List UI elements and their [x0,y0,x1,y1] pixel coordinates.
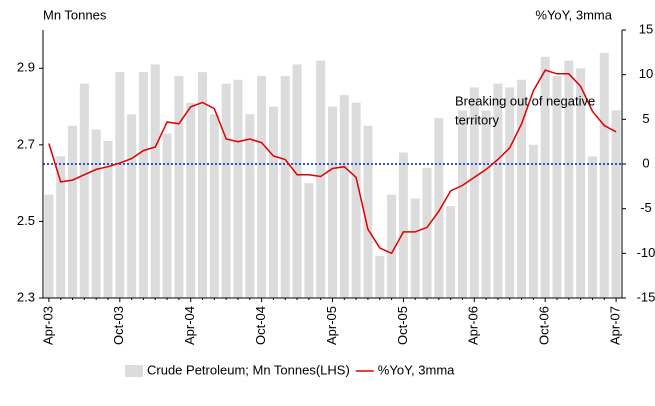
bar [68,125,78,298]
bar [198,72,208,298]
y-tick-label: 2.7 [17,136,35,151]
bar [103,141,113,298]
y2-tick-label: 5 [642,111,649,126]
bar [599,52,609,298]
bar [79,83,89,298]
bar [611,110,621,299]
bar [387,194,397,298]
bar [457,110,467,299]
bar [150,64,160,298]
bar [56,156,66,298]
bar [328,106,337,298]
bar [422,167,432,298]
bar [233,79,243,299]
x-tick-label: Oct-04 [253,306,268,345]
y2-tick-label: 0 [642,155,649,170]
x-tick-label: Apr-06 [466,306,481,345]
x-tick-label: Oct-06 [537,306,552,345]
bar [292,64,302,298]
bar [304,183,314,298]
y-tick-label: 2.3 [17,289,35,304]
annotation: territory [455,112,500,127]
legend-swatch [125,365,143,377]
bar [91,129,101,298]
x-tick-label: Oct-05 [395,306,410,345]
bar [493,83,503,298]
y2-tick-label: 15 [639,21,653,36]
y-axis-title: Mn Tonnes [43,7,107,22]
bar [505,87,515,298]
y2-axis-title: %YoY, 3mma [535,7,612,22]
bar [351,102,361,298]
legend-label: %YoY, 3mma [378,362,455,377]
bar [481,110,491,299]
bar [564,60,574,298]
legend-label: Crude Petroleum; Mn Tonnes(LHS) [147,362,350,377]
bar [540,56,550,298]
y-tick-label: 2.9 [17,60,35,75]
bar [44,194,54,298]
y2-tick-label: 10 [639,66,653,81]
bar [446,206,456,298]
bar [115,72,125,298]
bar [375,255,385,298]
bar [587,156,597,298]
bar [363,125,373,298]
bar [469,87,479,298]
bar [410,198,420,298]
x-tick-label: Oct-03 [111,306,126,345]
bar [398,152,408,298]
y2-tick-label: -10 [637,245,655,260]
bar [316,60,326,298]
bar [209,114,219,298]
bar [517,79,527,299]
bar [186,102,196,298]
bar [257,75,267,298]
x-tick-label: Apr-07 [608,306,623,345]
bar [280,75,290,298]
line [48,69,617,255]
bar [127,114,137,298]
y2-tick-label: -5 [640,200,652,215]
bar [528,144,538,298]
x-tick-label: Apr-04 [182,306,197,345]
bar [552,75,562,298]
bar [434,118,444,298]
bar [221,83,231,298]
bar [174,75,184,298]
bar [245,114,255,298]
y-tick-label: 2.5 [17,213,35,228]
bar [339,95,349,298]
y2-tick-label: -15 [637,289,655,304]
x-tick-label: Apr-03 [40,306,55,345]
annotation: Breaking out of negative [455,93,595,108]
x-tick-label: Apr-05 [324,306,339,345]
bar [138,72,148,298]
bar [576,68,586,299]
bar [162,133,172,298]
bar [268,106,278,298]
